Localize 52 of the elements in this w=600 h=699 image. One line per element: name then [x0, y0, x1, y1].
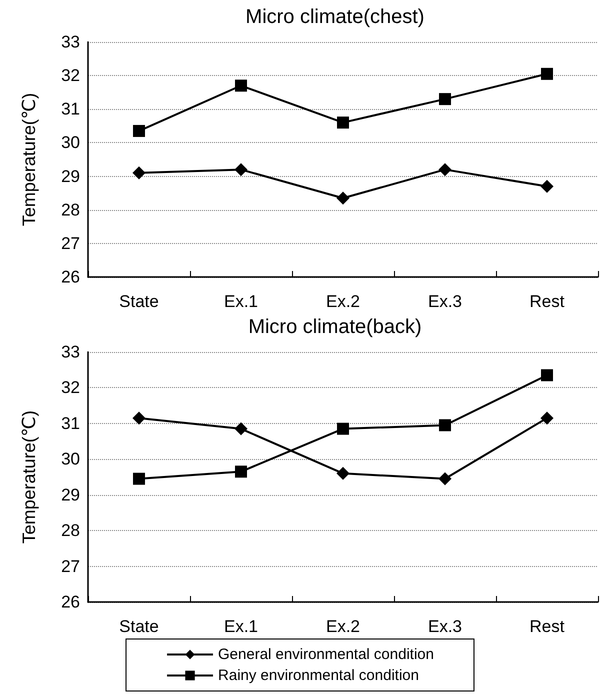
point: [541, 369, 553, 382]
point: [234, 163, 248, 176]
legend-label: Rainy environmental condition: [218, 667, 419, 684]
x-tick-label: Rest: [530, 617, 565, 636]
point: [540, 180, 554, 193]
y-tick-label: 26: [61, 592, 80, 612]
point: [438, 163, 452, 176]
y-tick-label: 32: [61, 378, 80, 398]
point: [336, 192, 350, 205]
chart-title: Micro climate(chest): [246, 6, 424, 28]
y-tick-label: 33: [61, 32, 80, 52]
point: [234, 422, 248, 436]
x-tick-label: State: [119, 617, 159, 636]
chart-title: Micro climate(back): [248, 316, 422, 338]
y-tick-label: 27: [61, 234, 80, 253]
point: [235, 80, 247, 92]
x-tick-label: Ex.3: [428, 617, 462, 636]
point: [235, 466, 247, 478]
x-tick-label: Ex.3: [428, 292, 462, 311]
y-tick-label: 33: [61, 342, 80, 362]
y-tick-label: 30: [61, 450, 80, 469]
point: [439, 93, 451, 106]
point: [336, 466, 350, 480]
point: [439, 419, 451, 432]
point: [438, 472, 452, 486]
point: [133, 472, 145, 485]
point: [337, 116, 349, 129]
y-tick-label: 28: [61, 521, 80, 540]
y-tick-label: 31: [61, 414, 80, 433]
point: [132, 412, 146, 425]
x-tick-label: Ex.2: [326, 292, 360, 311]
y-tick-label: 27: [61, 556, 80, 576]
x-tick-label: Ex.1: [224, 617, 258, 636]
point: [132, 166, 146, 180]
y-tick-label: 26: [61, 268, 80, 286]
x-tick-label: State: [119, 292, 159, 311]
x-tick-label: Rest: [530, 292, 565, 311]
legend-label: General environmental condition: [218, 646, 434, 663]
point: [133, 124, 145, 137]
y-axis-title: Temperature(℃): [19, 410, 39, 544]
x-tick-label: Ex.2: [326, 617, 360, 636]
x-tick-label: Ex.1: [224, 292, 258, 311]
point: [540, 412, 554, 425]
y-tick-label: 30: [61, 133, 80, 152]
y-tick-label: 29: [61, 485, 80, 504]
y-tick-label: 31: [61, 100, 80, 119]
y-tick-label: 32: [61, 66, 80, 86]
y-tick-label: 29: [61, 166, 80, 186]
y-tick-label: 28: [61, 200, 80, 220]
y-axis-title: Temperature(℃): [19, 92, 39, 226]
point: [337, 422, 349, 435]
point: [541, 68, 553, 80]
